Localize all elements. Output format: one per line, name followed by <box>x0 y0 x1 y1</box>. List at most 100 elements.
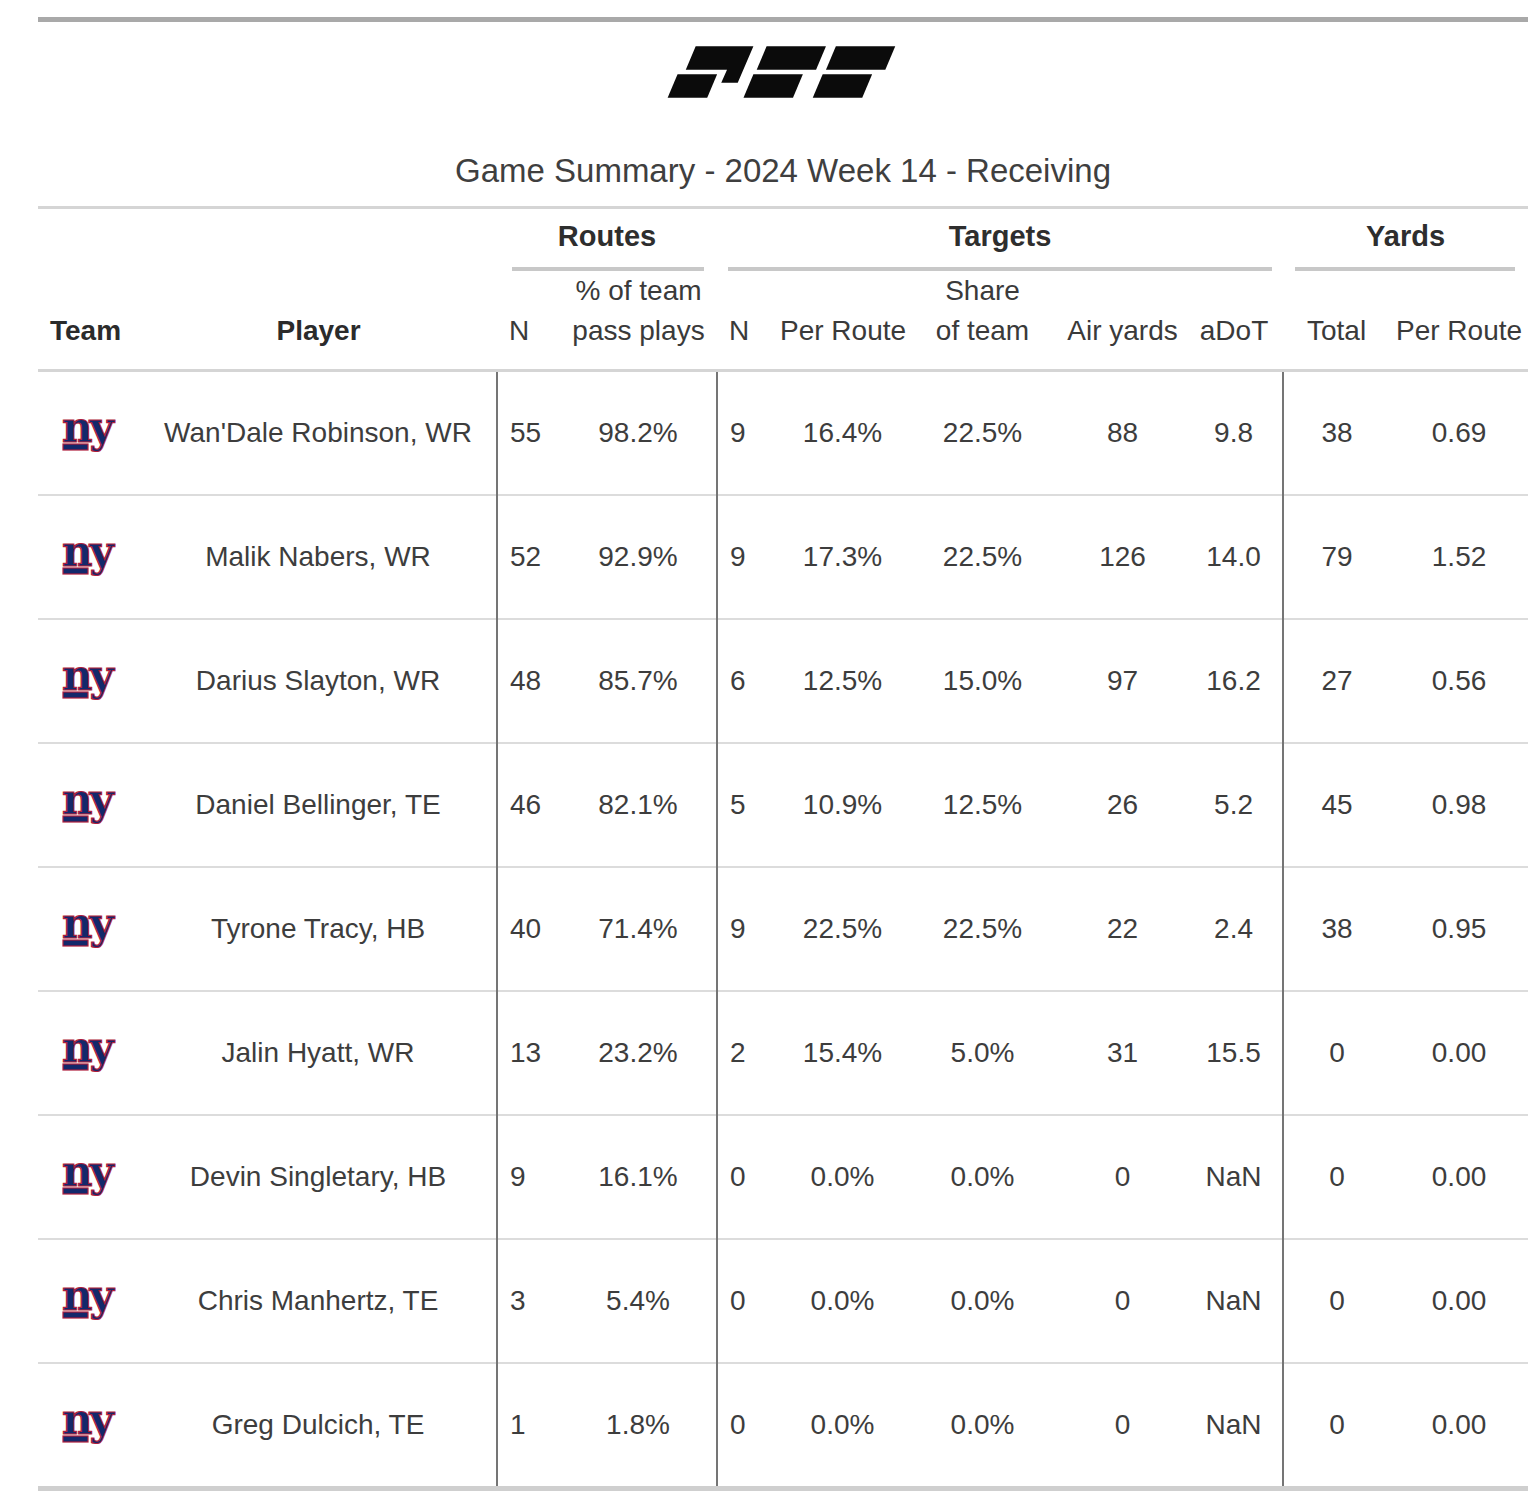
targets-per-route-value: 12.5% <box>780 619 905 743</box>
adot-value: 16.2 <box>1185 619 1283 743</box>
giants-team-logo-icon <box>62 1273 116 1323</box>
routes-pct-value: 98.2% <box>560 371 717 496</box>
player-name: Wan'Dale Robinson, WR <box>140 371 497 496</box>
routes-n-value: 13 <box>497 991 560 1115</box>
column-header-row: Team Player N % of team pass plays N Per… <box>38 271 1528 371</box>
yards-per-route-value: 0.95 <box>1390 867 1528 991</box>
col-header-routes-n: N <box>497 271 560 371</box>
adot-value: 9.8 <box>1185 371 1283 496</box>
air-yards-value: 22 <box>1060 867 1185 991</box>
yards-total-value: 0 <box>1283 1239 1390 1363</box>
group-header-row: Routes Targets Yards <box>38 208 1528 272</box>
targets-per-route-value: 0.0% <box>780 1239 905 1363</box>
yards-per-route-value: 0.00 <box>1390 1239 1528 1363</box>
group-header-yards: Yards <box>1283 208 1528 272</box>
team-logo-cell <box>38 1115 140 1239</box>
col-header-yards-per-route: Per Route <box>1390 271 1528 371</box>
team-logo-cell <box>38 991 140 1115</box>
table-row: Jalin Hyatt, WR 13 23.2% 2 15.4% 5.0% 31… <box>38 991 1528 1115</box>
col-header-air-yards: Air yards <box>1060 271 1185 371</box>
pff-logo <box>666 42 901 102</box>
player-name: Greg Dulcich, TE <box>140 1363 497 1489</box>
yards-total-value: 45 <box>1283 743 1390 867</box>
routes-pct-value: 82.1% <box>560 743 717 867</box>
group-header-routes: Routes <box>497 208 717 272</box>
yards-total-value: 0 <box>1283 1115 1390 1239</box>
adot-value: NaN <box>1185 1363 1283 1489</box>
targets-n-value: 9 <box>717 371 780 496</box>
yards-per-route-value: 0.98 <box>1390 743 1528 867</box>
giants-team-logo-icon <box>62 653 116 703</box>
routes-pct-value: 1.8% <box>560 1363 717 1489</box>
targets-n-value: 5 <box>717 743 780 867</box>
team-logo-cell <box>38 1239 140 1363</box>
col-header-routes-pct: % of team pass plays <box>560 271 717 371</box>
targets-share-value: 22.5% <box>905 867 1060 991</box>
targets-share-value: 15.0% <box>905 619 1060 743</box>
player-name: Malik Nabers, WR <box>140 495 497 619</box>
receiving-stats-table: Routes Targets Yards Team Player N % of … <box>38 206 1528 1491</box>
team-logo-cell <box>38 495 140 619</box>
air-yards-value: 26 <box>1060 743 1185 867</box>
routes-pct-value: 71.4% <box>560 867 717 991</box>
table-row: Wan'Dale Robinson, WR 55 98.2% 9 16.4% 2… <box>38 371 1528 496</box>
table-row: Darius Slayton, WR 48 85.7% 6 12.5% 15.0… <box>38 619 1528 743</box>
targets-share-value: 22.5% <box>905 371 1060 496</box>
yards-total-value: 0 <box>1283 991 1390 1115</box>
team-logo-cell <box>38 867 140 991</box>
targets-per-route-value: 15.4% <box>780 991 905 1115</box>
team-logo-cell <box>38 371 140 496</box>
air-yards-value: 88 <box>1060 371 1185 496</box>
table-row: Devin Singletary, HB 9 16.1% 0 0.0% 0.0%… <box>38 1115 1528 1239</box>
air-yards-value: 0 <box>1060 1363 1185 1489</box>
table-row: Malik Nabers, WR 52 92.9% 9 17.3% 22.5% … <box>38 495 1528 619</box>
player-name: Daniel Bellinger, TE <box>140 743 497 867</box>
yards-total-value: 79 <box>1283 495 1390 619</box>
air-yards-value: 126 <box>1060 495 1185 619</box>
giants-team-logo-icon <box>62 1397 116 1447</box>
top-divider-bar <box>38 17 1528 22</box>
page-title: Game Summary - 2024 Week 14 - Receiving <box>455 152 1111 189</box>
routes-pct-value: 92.9% <box>560 495 717 619</box>
routes-pct-value: 16.1% <box>560 1115 717 1239</box>
targets-share-value: 0.0% <box>905 1239 1060 1363</box>
player-name: Darius Slayton, WR <box>140 619 497 743</box>
player-name: Jalin Hyatt, WR <box>140 991 497 1115</box>
adot-value: 5.2 <box>1185 743 1283 867</box>
col-header-yards-total: Total <box>1283 271 1390 371</box>
table-row: Chris Manhertz, TE 3 5.4% 0 0.0% 0.0% 0 … <box>38 1239 1528 1363</box>
yards-total-value: 27 <box>1283 619 1390 743</box>
targets-per-route-value: 16.4% <box>780 371 905 496</box>
targets-share-value: 12.5% <box>905 743 1060 867</box>
adot-value: NaN <box>1185 1239 1283 1363</box>
routes-pct-value: 23.2% <box>560 991 717 1115</box>
routes-n-value: 48 <box>497 619 560 743</box>
yards-per-route-value: 0.00 <box>1390 1115 1528 1239</box>
adot-value: 14.0 <box>1185 495 1283 619</box>
giants-team-logo-icon <box>62 1025 116 1075</box>
yards-per-route-value: 0.00 <box>1390 1363 1528 1489</box>
targets-share-value: 22.5% <box>905 495 1060 619</box>
player-name: Tyrone Tracy, HB <box>140 867 497 991</box>
table-row: Daniel Bellinger, TE 46 82.1% 5 10.9% 12… <box>38 743 1528 867</box>
col-header-targets-share: Share of team <box>905 271 1060 371</box>
targets-per-route-value: 10.9% <box>780 743 905 867</box>
targets-n-value: 9 <box>717 867 780 991</box>
group-header-targets: Targets <box>717 208 1283 272</box>
yards-per-route-value: 0.69 <box>1390 371 1528 496</box>
targets-n-value: 0 <box>717 1363 780 1489</box>
routes-n-value: 3 <box>497 1239 560 1363</box>
routes-pct-value: 85.7% <box>560 619 717 743</box>
adot-value: NaN <box>1185 1115 1283 1239</box>
targets-share-value: 0.0% <box>905 1115 1060 1239</box>
yards-total-value: 38 <box>1283 371 1390 496</box>
col-header-player: Player <box>140 271 497 371</box>
giants-team-logo-icon <box>62 529 116 579</box>
routes-n-value: 52 <box>497 495 560 619</box>
routes-pct-value: 5.4% <box>560 1239 717 1363</box>
targets-n-value: 0 <box>717 1239 780 1363</box>
air-yards-value: 97 <box>1060 619 1185 743</box>
targets-n-value: 9 <box>717 495 780 619</box>
yards-per-route-value: 1.52 <box>1390 495 1528 619</box>
yards-per-route-value: 0.56 <box>1390 619 1528 743</box>
